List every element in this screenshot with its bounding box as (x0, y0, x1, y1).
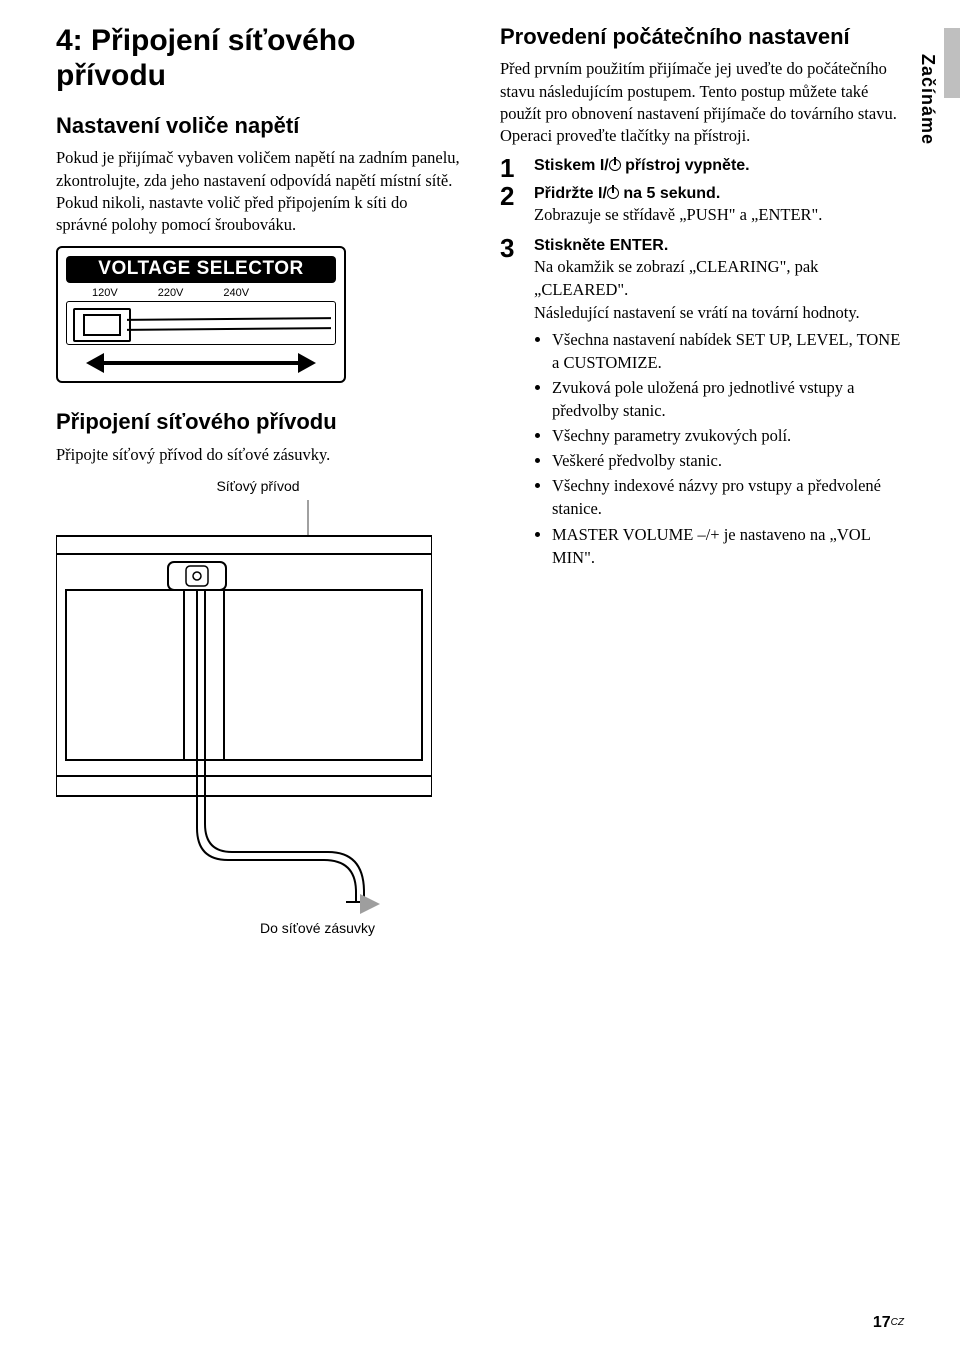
setup-intro: Před prvním použitím přijímače jej uveďt… (500, 58, 904, 147)
voltage-ticks: 120V 220V 240V (66, 287, 336, 299)
section-title: 4: Připojení síťového přívodu (56, 24, 460, 93)
cord-callout-label: Síťový přívod (56, 478, 460, 494)
voltage-paragraph: Pokud je přijímač vybaven voličem napětí… (56, 147, 460, 236)
bullet-index-names: Všechny indexové názvy pro vstupy a před… (552, 474, 904, 520)
reset-items-list: Všechna nastavení nabídek SET UP, LEVEL,… (552, 328, 904, 569)
step-1: Stiskem I/ přístroj vypněte. (500, 157, 904, 175)
power-icon (607, 187, 619, 199)
voltage-heading: Nastavení voliče napětí (56, 113, 460, 139)
cord-heading: Připojení síťového přívodu (56, 409, 460, 435)
step-3-p2: Následující nastavení se vrátí na továrn… (534, 301, 904, 324)
voltage-selector-diagram: VOLTAGE SELECTOR 120V 220V 240V (56, 246, 346, 383)
side-tab: Začínáme (912, 40, 960, 180)
bullet-sound-fields-stored: Zvuková pole uložená pro jednotlivé vstu… (552, 376, 904, 422)
bullet-presets: Veškeré předvolby stanic. (552, 449, 904, 472)
page-number: 17CZ (873, 1314, 904, 1332)
power-icon (609, 159, 621, 171)
tick-220v: 220V (158, 287, 184, 299)
outlet-callout-label: Do síťové zásuvky (260, 920, 375, 936)
device-rear-diagram: Do síťové zásuvky (56, 500, 432, 960)
bullet-sound-field-params: Všechny parametry zvukových polí. (552, 424, 904, 447)
setup-heading: Provedení počátečního nastavení (500, 24, 904, 50)
screwdriver-illustration (66, 301, 336, 345)
arrow-right-icon (360, 894, 380, 914)
tick-240v: 240V (223, 287, 249, 299)
step-3-text: Stiskněte ENTER. (534, 237, 904, 255)
step-3: Stiskněte ENTER. Na okamžik se zobrazí „… (500, 237, 904, 569)
setup-steps: Stiskem I/ přístroj vypněte. Přidržte I/… (500, 157, 904, 568)
bullet-setup-menus: Všechna nastavení nabídek SET UP, LEVEL,… (552, 328, 904, 374)
step-2: Přidržte I/ na 5 sekund. Zobrazuje se st… (500, 185, 904, 226)
step-3-p1: Na okamžik se zobrazí „CLEARING", pak „C… (534, 255, 904, 301)
tick-120v: 120V (92, 287, 118, 299)
right-column: Provedení počátečního nastavení Před prv… (500, 24, 904, 960)
side-tab-marker (944, 28, 960, 98)
bullet-master-volume: MASTER VOLUME –/+ je nastaveno na „VOL M… (552, 523, 904, 569)
step-2-result: Zobrazuje se střídavě „PUSH" a „ENTER". (534, 203, 904, 226)
left-column: 4: Připojení síťového přívodu Nastavení … (56, 24, 460, 960)
step-2-text: Přidržte I/ na 5 sekund. (534, 185, 904, 203)
page-content: 4: Připojení síťového přívodu Nastavení … (56, 24, 904, 960)
double-arrow-icon (86, 353, 316, 373)
voltage-selector-label: VOLTAGE SELECTOR (66, 256, 336, 283)
cord-paragraph: Připojte síťový přívod do síťové zásuvky… (56, 444, 460, 466)
step-1-text: Stiskem I/ přístroj vypněte. (534, 157, 750, 174)
side-tab-label: Začínáme (917, 54, 938, 145)
